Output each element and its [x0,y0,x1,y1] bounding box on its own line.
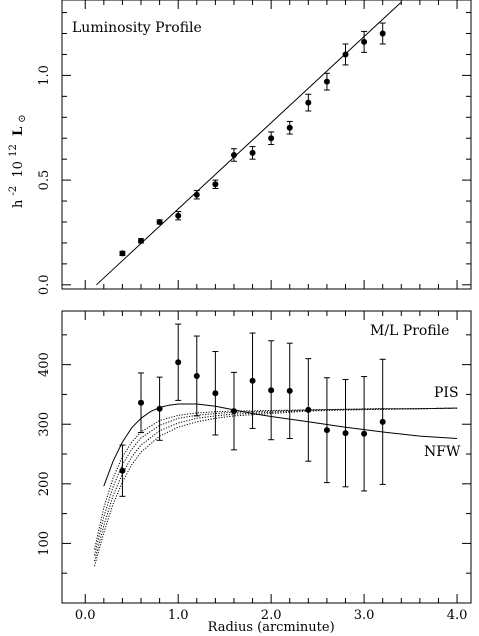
ml-plot-frame [61,310,472,604]
y-label-ten-exponent: 12 [8,144,19,157]
ml-profile-title: M/L Profile [370,323,449,339]
y-tick-label: 200 [37,471,52,496]
data-point [230,151,237,158]
luminosity-plot-frame [61,0,472,290]
luminosity-fit-line-group [96,1,402,286]
y-label-L: L [11,127,26,136]
luminosity-y-axis-label: h -2 10 12 L ⊙ [5,114,28,208]
data-point [361,430,368,437]
data-point [286,124,293,131]
luminosity-data-points [119,22,386,257]
ml-model-curves [94,403,458,567]
ml-data-points [119,323,386,497]
luminosity-y-tick-labels: 0.0 0.5 1.0 [37,65,52,295]
y-tick-label: 0.5 [37,170,52,191]
data-point [361,38,368,45]
y-label-sun-symbol: ⊙ [17,114,28,122]
data-point [230,408,237,415]
data-point [268,387,275,394]
pis-model-curve [94,407,458,550]
luminosity-profile-title: Luminosity Profile [72,20,202,36]
y-tick-label: 1.0 [37,65,52,86]
pis-model-curve [94,407,458,562]
data-point [323,78,330,85]
data-point [193,372,200,379]
data-point [138,399,145,406]
x-tick-label: 4.0 [447,608,468,623]
x-axis-label: Radius (arcminute) [208,620,335,635]
x-tick-label: 3.0 [354,608,375,623]
x-tick-label: 1.0 [168,608,189,623]
data-point [119,250,126,257]
ml-panel: 100 200 300 400 0.0 1.0 2.0 3.0 4.0 M/L Profile… [37,310,472,635]
data-point [323,427,330,434]
data-point [119,467,126,474]
data-point [249,377,256,384]
y-label-h-exponent: -2 [8,186,19,196]
pis-curve-label: PIS [434,385,459,401]
data-point [138,237,145,244]
nfw-curve-label: NFW [424,444,461,460]
y-tick-label: 300 [37,412,52,437]
luminosity-tick-marks [62,0,471,289]
data-point [156,218,163,225]
y-tick-label: 0.0 [37,274,52,295]
data-point [379,418,386,425]
luminosity-panel: 0.0 0.5 1.0 Luminosity Profile h -2 10 12 … [5,0,472,295]
y-label-ten: 10 [11,161,26,178]
data-point [286,387,293,394]
y-label-h: h [11,199,26,208]
data-point [268,135,275,142]
luminosity-fit-line [96,1,402,286]
data-point [305,99,312,106]
data-point [379,30,386,37]
ml-tick-marks [62,311,471,604]
y-tick-label: 400 [37,352,52,377]
data-point [175,359,182,366]
data-point [156,405,163,412]
pis-model-curve [94,407,458,567]
data-point [249,149,256,156]
ml-y-tick-labels: 100 200 300 400 [37,352,52,556]
data-point [175,212,182,219]
data-point [212,181,219,188]
data-point [212,390,219,397]
x-tick-label: 0.0 [75,608,96,623]
data-point [305,406,312,413]
y-tick-label: 100 [37,531,52,556]
ml-x-tick-labels: 0.0 1.0 2.0 3.0 4.0 [75,608,468,623]
x-tick-label: 2.0 [261,608,282,623]
data-point [193,191,200,198]
nfw-model-curve [103,403,458,487]
pis-model-curve [94,407,458,556]
data-point [342,430,349,437]
data-point [342,51,349,58]
